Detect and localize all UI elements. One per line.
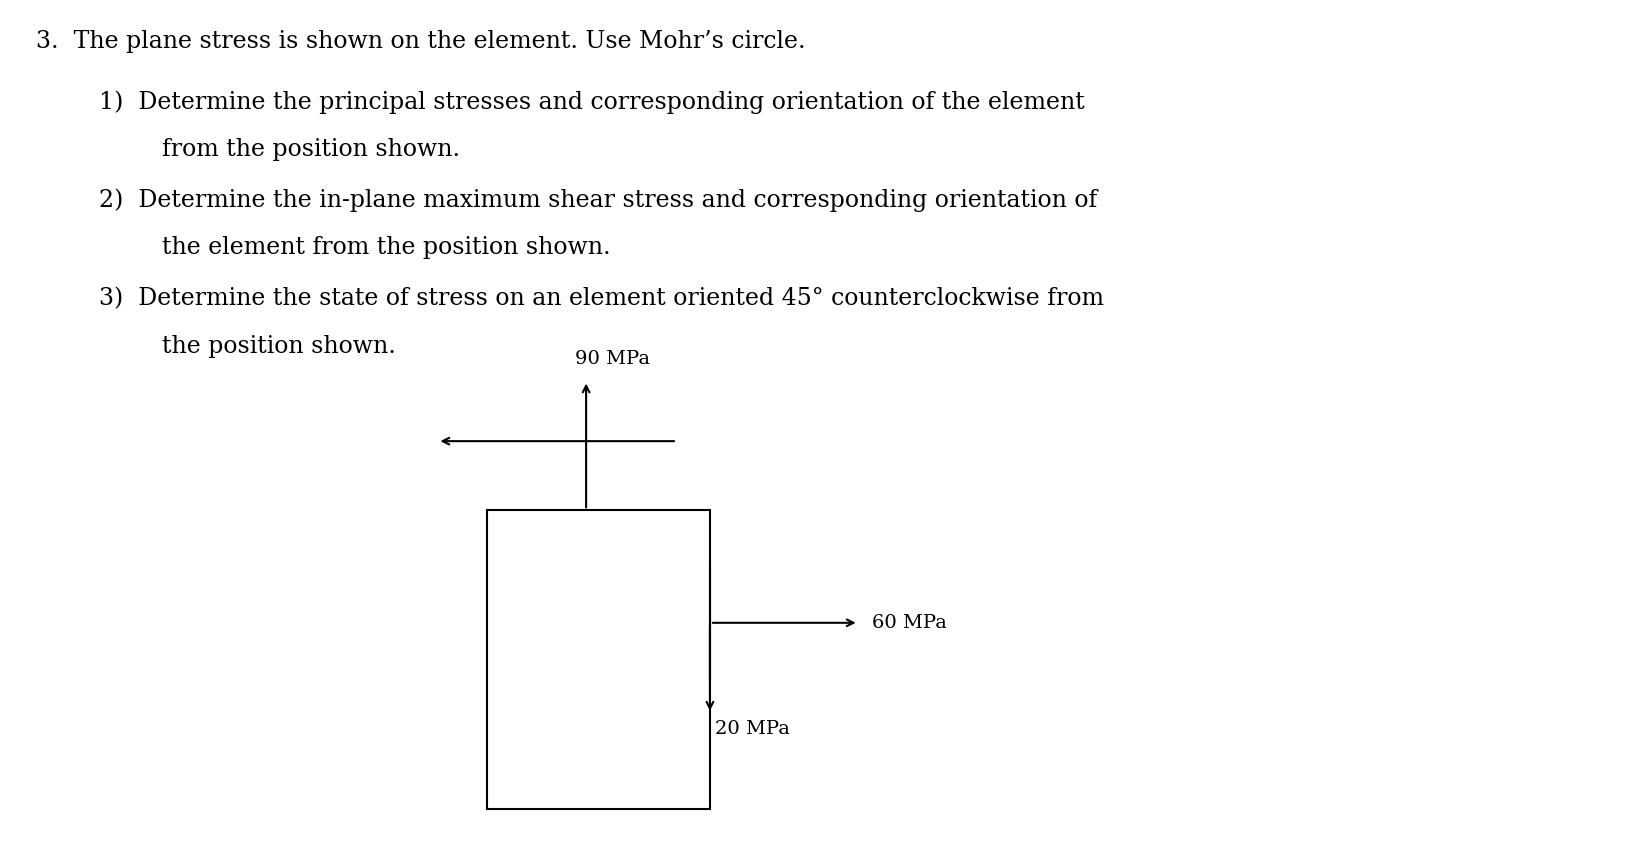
Text: the element from the position shown.: the element from the position shown. [162, 236, 611, 260]
Text: 1)  Determine the principal stresses and corresponding orientation of the elemen: 1) Determine the principal stresses and … [99, 91, 1085, 114]
Text: 2)  Determine the in-plane maximum shear stress and corresponding orientation of: 2) Determine the in-plane maximum shear … [99, 189, 1098, 212]
Text: 3.  The plane stress is shown on the element. Use Mohr’s circle.: 3. The plane stress is shown on the elem… [36, 30, 806, 54]
Bar [487, 510, 710, 809]
Text: 3)  Determine the state of stress on an element oriented 45° counterclockwise fr: 3) Determine the state of stress on an e… [99, 287, 1105, 311]
Text: 60 MPa: 60 MPa [872, 614, 946, 631]
Text: the position shown.: the position shown. [162, 335, 396, 358]
Text: from the position shown.: from the position shown. [162, 138, 461, 162]
Text: 20 MPa: 20 MPa [715, 720, 789, 738]
Text: 90 MPa: 90 MPa [575, 349, 649, 368]
